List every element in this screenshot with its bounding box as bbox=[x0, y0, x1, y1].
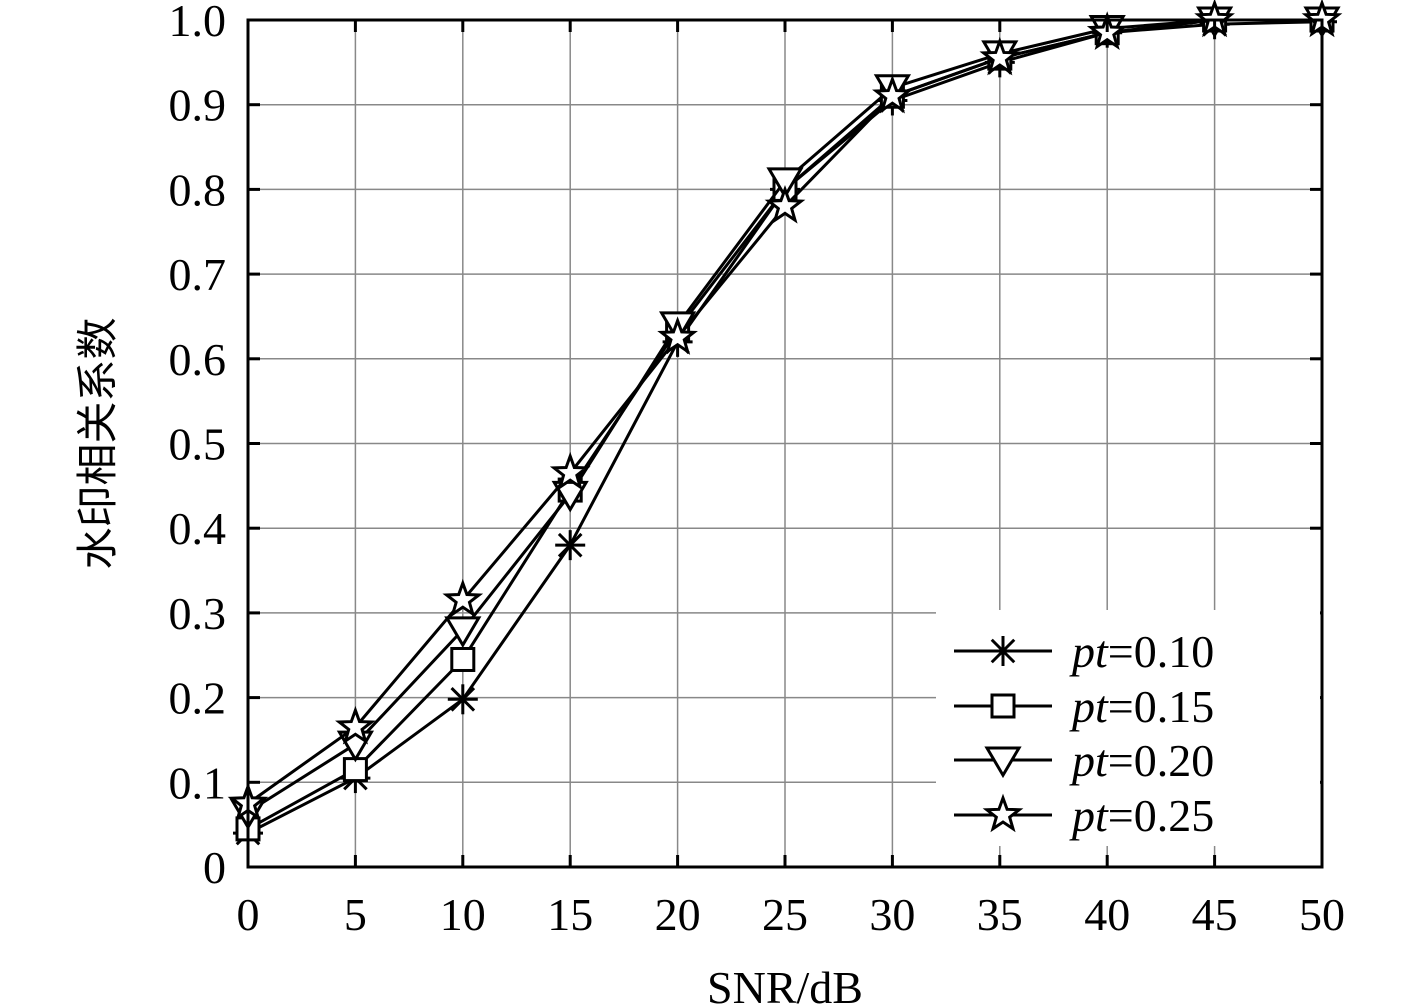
data-point-star bbox=[335, 705, 376, 745]
data-point-triangle-down bbox=[444, 616, 482, 648]
y-tick-label: 0.1 bbox=[169, 757, 227, 808]
y-tick-label: 1.0 bbox=[169, 0, 227, 46]
legend-label-italic: pt bbox=[1069, 735, 1109, 786]
y-tick-label: 0.2 bbox=[169, 673, 227, 724]
legend-label: pt=0.15 bbox=[1069, 681, 1214, 732]
legend-label-value: =0.25 bbox=[1108, 790, 1214, 841]
data-point-triangle-down bbox=[551, 480, 589, 513]
y-tick-label: 0.3 bbox=[169, 588, 227, 639]
data-point-triangle-down bbox=[766, 167, 804, 200]
x-tick-label: 45 bbox=[1192, 889, 1238, 940]
y-tick-label: 0.6 bbox=[169, 334, 227, 385]
data-point-star bbox=[549, 451, 591, 491]
legend-label: pt=0.25 bbox=[1069, 790, 1214, 841]
legend-marker-asterisk bbox=[988, 636, 1018, 666]
data-point-asterisk bbox=[447, 684, 478, 715]
x-tick-label: 50 bbox=[1299, 889, 1345, 940]
legend-label-value: =0.15 bbox=[1108, 681, 1214, 732]
data-point-star bbox=[442, 578, 484, 618]
legend-label: pt=0.10 bbox=[1069, 626, 1214, 677]
series-layer bbox=[227, 0, 1343, 849]
legend-marker-triangle-down bbox=[984, 746, 1022, 779]
y-axis-title: 水印相关系数 bbox=[73, 317, 122, 569]
y-tick-label: 0.7 bbox=[169, 249, 227, 300]
legend-marker-star bbox=[982, 793, 1024, 833]
x-tick-label: 30 bbox=[869, 889, 915, 940]
legend-label-italic: pt bbox=[1069, 626, 1109, 677]
data-point-star bbox=[657, 316, 698, 355]
x-tick-label: 35 bbox=[977, 889, 1023, 940]
x-tick-label: 15 bbox=[547, 889, 593, 940]
x-tick-label: 5 bbox=[344, 889, 367, 940]
x-tick-label: 20 bbox=[655, 889, 701, 940]
data-point-star bbox=[979, 36, 1021, 76]
legend-marker-square bbox=[990, 693, 1016, 719]
x-tick-label: 40 bbox=[1084, 889, 1130, 940]
axis-ticks: 0 5 10 15 20 25 30 35 40 45 50 0 0.1 0.2 0.3 0.4 0.5 0.6 0… bbox=[169, 0, 1346, 940]
data-point-star bbox=[764, 184, 806, 224]
data-point-asterisk bbox=[555, 530, 586, 561]
x-tick-label: 10 bbox=[440, 889, 486, 940]
legend-item: pt=0.20 bbox=[954, 735, 1214, 786]
data-point-square bbox=[450, 646, 476, 672]
y-tick-label: 0.8 bbox=[169, 164, 227, 215]
y-tick-label: 0.9 bbox=[169, 80, 227, 131]
data-point-star bbox=[872, 74, 913, 114]
legend-label: pt=0.20 bbox=[1069, 735, 1214, 786]
x-tick-label: 0 bbox=[237, 889, 260, 940]
legend-label-italic: pt bbox=[1069, 790, 1109, 841]
legend-item: pt=0.15 bbox=[954, 681, 1214, 732]
legend-item: pt=0.25 bbox=[954, 790, 1214, 841]
y-tick-label: 0.5 bbox=[169, 419, 227, 470]
y-tick-label: 0 bbox=[203, 842, 226, 893]
legend-item: pt=0.10 bbox=[954, 626, 1214, 677]
legend-label-italic: pt bbox=[1069, 681, 1109, 732]
legend-label-value: =0.10 bbox=[1108, 626, 1214, 677]
y-tick-label: 0.4 bbox=[169, 503, 227, 554]
x-axis-title: SNR/dB bbox=[707, 962, 863, 1005]
legend-label-value: =0.20 bbox=[1108, 735, 1214, 786]
x-tick-label: 25 bbox=[762, 889, 808, 940]
